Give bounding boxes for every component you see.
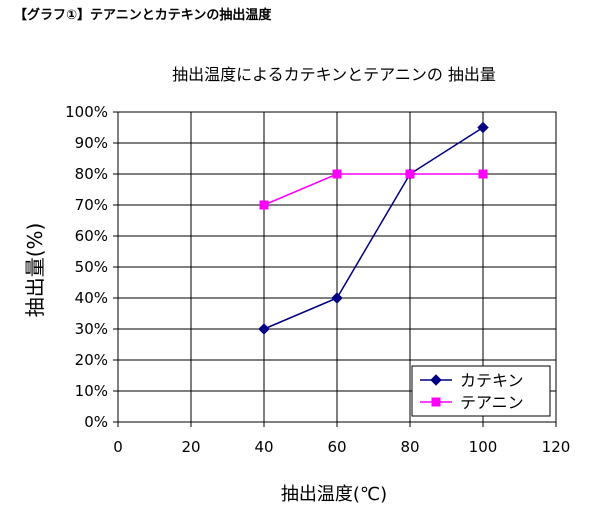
legend-box [411, 365, 551, 417]
y-tick-label: 90% [75, 134, 108, 152]
y-tick-label: 10% [75, 382, 108, 400]
x-tick-label: 100 [469, 438, 498, 456]
x-tick-label: 60 [327, 438, 346, 456]
y-tick-label: 60% [75, 227, 108, 245]
y-tick-label: 50% [75, 258, 108, 276]
y-tick-label: 100% [65, 103, 108, 121]
legend-marker [430, 374, 442, 386]
data-point [478, 169, 488, 179]
legend-label: カテキン [460, 371, 524, 390]
data-point [258, 323, 270, 335]
page-header: 【グラフ①】テアニンとカテキンの抽出温度 [14, 8, 272, 23]
data-point [332, 169, 342, 179]
x-tick-label: 20 [181, 438, 200, 456]
x-tick-label: 0 [113, 438, 123, 456]
x-axis-ticks: 0 20 40 60 80 100 120 [113, 422, 570, 456]
chart-title: 抽出温度によるカテキンとテアニンの 抽出量 [172, 65, 496, 84]
x-tick-label: 40 [254, 438, 273, 456]
data-point [405, 169, 415, 179]
y-tick-label: 30% [75, 320, 108, 338]
y-axis-label: 抽出量(%) [23, 223, 47, 318]
y-tick-label: 0% [84, 413, 108, 431]
data-point [477, 121, 489, 134]
x-tick-label: 80 [400, 438, 419, 456]
x-axis-label: 抽出温度(℃) [281, 484, 387, 505]
legend-label: テアニン [460, 393, 524, 412]
y-tick-label: 40% [75, 289, 108, 307]
y-axis-ticks: 0% 10% 20% 30% 40% 50% 60% 70% 80% 90% 100% [65, 103, 118, 431]
series-line-1 [263, 126, 484, 330]
legend-marker [431, 397, 441, 407]
data-point [331, 292, 343, 304]
y-tick-label: 70% [75, 196, 108, 214]
y-tick-label: 20% [75, 351, 108, 369]
series-group [258, 121, 489, 335]
series-line-2 [263, 173, 483, 206]
y-tick-label: 80% [75, 165, 108, 183]
x-tick-label: 120 [542, 438, 571, 456]
data-point [259, 200, 269, 210]
